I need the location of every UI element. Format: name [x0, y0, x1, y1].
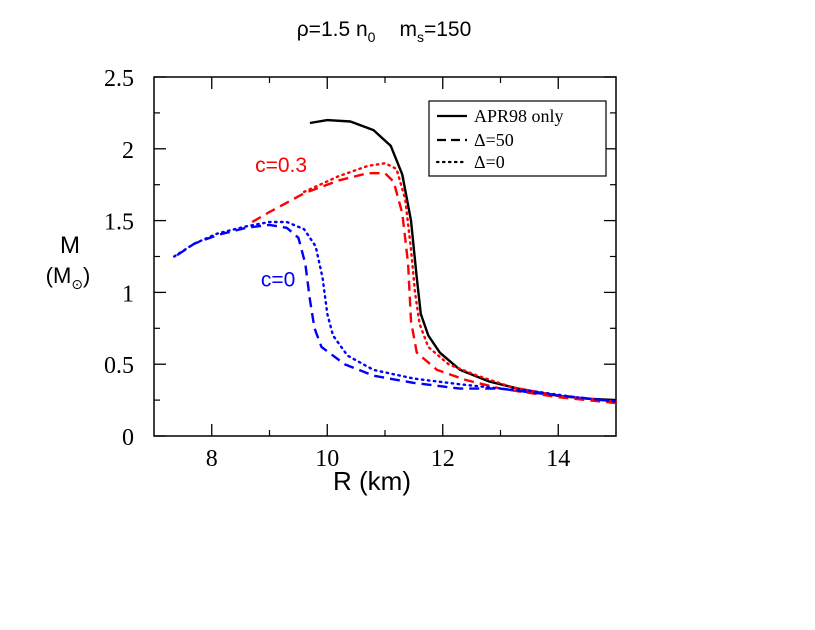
axis-ticks — [154, 76, 616, 437]
y-axis-label: M — [60, 232, 80, 259]
y-tick-label: 2 — [122, 138, 134, 164]
chart-title: ρ=1.5 n0 ms=150 — [297, 18, 472, 45]
legend-box — [428, 100, 607, 177]
series-line-3 — [176, 223, 617, 403]
series-line-2 — [302, 162, 618, 403]
x-axis-label: R (km) — [333, 466, 411, 496]
series-line-4 — [173, 220, 618, 403]
series-layer — [173, 118, 618, 405]
legend-label-delta50: Δ=50 — [474, 130, 514, 150]
y-tick-labels: 0 0.5 1 1.5 2 2.5 — [104, 66, 134, 451]
x-tick-labels: 8 10 12 14 — [206, 446, 571, 472]
x-tick-label: 10 — [315, 446, 339, 472]
x-tick-label: 12 — [431, 446, 455, 472]
x-tick-label: 14 — [546, 446, 570, 472]
legend-label-apr98: APR98 only — [474, 106, 564, 126]
legend-label-delta0: Δ=0 — [474, 152, 505, 172]
y-axis-unit: (M⊙) — [46, 263, 91, 292]
legend: APR98 only Δ=50 Δ=0 — [428, 100, 607, 177]
y-tick-label: 1 — [122, 281, 134, 307]
y-tick-label: 2.5 — [104, 66, 134, 92]
y-tick-label: 1.5 — [104, 210, 134, 236]
annotation-c03: c=0.3 — [255, 154, 307, 177]
y-tick-label: 0.5 — [104, 353, 134, 379]
annotation-c0: c=0 — [261, 269, 295, 292]
series-line-1 — [251, 172, 617, 405]
y-tick-label: 0 — [122, 425, 134, 451]
x-tick-label: 8 — [206, 446, 218, 472]
